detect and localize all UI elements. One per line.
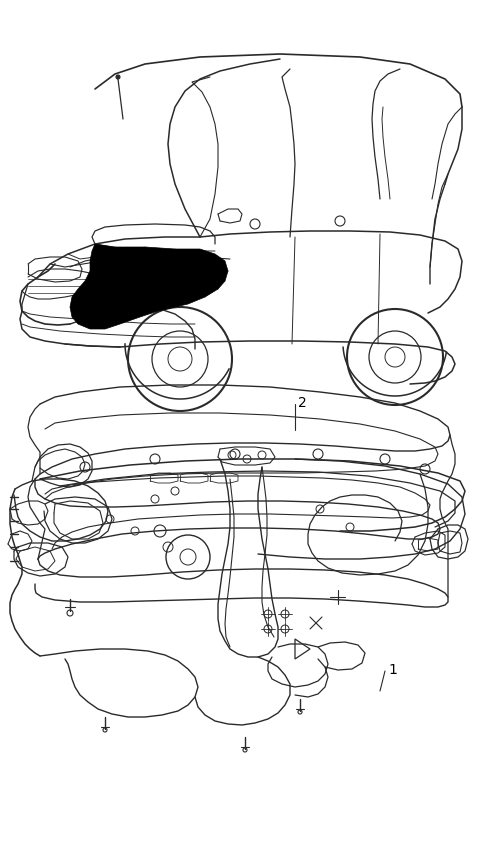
Text: 1: 1	[388, 662, 397, 676]
Text: 2: 2	[298, 395, 307, 410]
Polygon shape	[70, 245, 228, 330]
Circle shape	[116, 76, 120, 80]
